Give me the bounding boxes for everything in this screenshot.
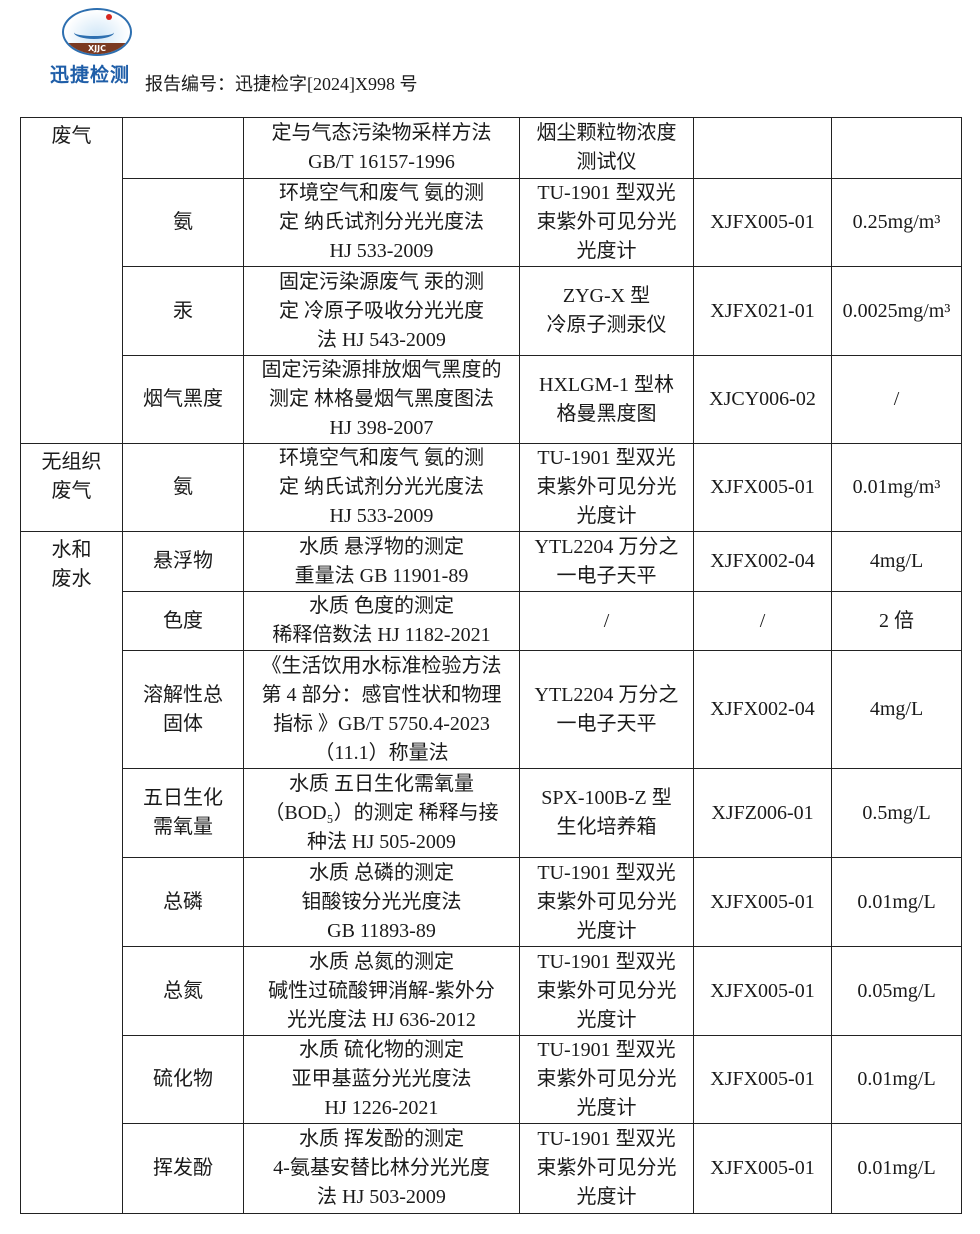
table-row: 氨环境空气和废气 氨的测 定 纳氏试剂分光光度法 HJ 533-2009 TU-1… — [21, 178, 962, 267]
item-cell: 汞 — [122, 266, 244, 356]
table-row: 总磷 水质 总磷的测定 钼酸铵分光光度法 GB 11893-89 TU-1901 型… — [21, 857, 962, 947]
instrument-id-cell: XJFX005-01 — [693, 178, 832, 267]
table-row: 五日生化 需氧量 水质 五日生化需氧量 （BOD₅）的测定 稀释与接 种法 HJ … — [21, 768, 962, 858]
table-row: 烟气黑度 固定污染源排放烟气黑度的 测定 林格曼烟气黑度图法 HJ 398-200… — [21, 355, 962, 444]
item-cell: 总氮 — [122, 946, 244, 1036]
category-cell: 废气 — [20, 117, 123, 444]
detection-limit-cell: 0.01mg/m³ — [831, 443, 962, 532]
detection-limit-cell — [831, 117, 962, 179]
method-cell: 固定污染源排放烟气黑度的 测定 林格曼烟气黑度图法 HJ 398-2007 — [243, 355, 520, 444]
instrument-id-cell — [693, 117, 832, 179]
table-row: 色度 水质 色度的测定 稀释倍数法 HJ 1182-2021//2 倍 — [21, 591, 962, 651]
table-row: 总氮 水质 总氮的测定 碱性过硫酸钾消解-紫外分 光光度法 HJ 636-2012… — [21, 946, 962, 1036]
instrument-id-cell: XJFX005-01 — [693, 946, 832, 1036]
detection-limit-cell: 0.01mg/L — [831, 1035, 962, 1124]
detection-limit-cell: 0.25mg/m³ — [831, 178, 962, 267]
detection-limit-cell: 0.0025mg/m³ — [831, 266, 962, 356]
instrument-id-cell: / — [693, 591, 832, 651]
instrument-cell: TU-1901 型双光 束紫外可见分光 光度计 — [519, 1123, 694, 1214]
table-row: 水和 废水 悬浮物 水质 悬浮物的测定 重量法 GB 11901-89 YTL2204… — [20, 531, 962, 1214]
table-row: 硫化物 水质 硫化物的测定 亚甲基蓝分光光度法 HJ 1226-2021 TU-19… — [21, 1035, 962, 1124]
instrument-cell: TU-1901 型双光 束紫外可见分光 光度计 — [519, 178, 694, 267]
item-cell: 五日生化 需氧量 — [122, 768, 244, 858]
instrument-cell: SPX-100B-Z 型 生化培养箱 — [519, 768, 694, 858]
item-cell: 烟气黑度 — [122, 355, 244, 444]
instrument-id-cell: XJFX002-04 — [693, 531, 832, 592]
method-cell: 环境空气和废气 氨的测 定 纳氏试剂分光光度法 HJ 533-2009 — [243, 443, 520, 532]
table-row: 汞固定污染源废气 汞的测 定 冷原子吸收分光光度 法 HJ 543-2009 ZY… — [21, 266, 962, 356]
instrument-cell: YTL2204 万分之 一电子天平 — [519, 531, 694, 592]
method-cell: 水质 五日生化需氧量 （BOD₅）的测定 稀释与接 种法 HJ 505-2009 — [243, 768, 520, 858]
detection-limit-cell: 0.01mg/L — [831, 857, 962, 947]
item-cell: 溶解性总 固体 — [122, 650, 244, 769]
category-cell: 水和 废水 — [20, 531, 123, 1214]
method-cell: 环境空气和废气 氨的测 定 纳氏试剂分光光度法 HJ 533-2009 — [243, 178, 520, 267]
instrument-id-cell: XJFX005-01 — [693, 1123, 832, 1214]
item-cell: 氨 — [122, 178, 244, 267]
method-cell: 水质 悬浮物的测定 重量法 GB 11901-89 — [243, 531, 520, 592]
table-row: 溶解性总 固体 《生活饮用水标准检验方法 第 4 部分：感官性状和物理 指标 》G… — [21, 650, 962, 769]
instrument-id-cell: XJFX005-01 — [693, 443, 832, 532]
instrument-cell: TU-1901 型双光 束紫外可见分光 光度计 — [519, 946, 694, 1036]
instrument-id-cell: XJFX002-04 — [693, 650, 832, 769]
instrument-id-cell: XJFX005-01 — [693, 857, 832, 947]
instrument-id-cell: XJFX021-01 — [693, 266, 832, 356]
instrument-id-cell: XJFX005-01 — [693, 1035, 832, 1124]
detection-limit-cell: 0.5mg/L — [831, 768, 962, 858]
detection-limit-cell: 4mg/L — [831, 650, 962, 769]
detection-limit-cell: 0.01mg/L — [831, 1123, 962, 1214]
detection-limit-cell: 0.05mg/L — [831, 946, 962, 1036]
item-cell: 悬浮物 — [122, 531, 244, 592]
instrument-cell: / — [519, 591, 694, 651]
report-number: 报告编号：迅捷检字[2024]X998 号 — [145, 74, 418, 94]
instrument-cell: TU-1901 型双光 束紫外可见分光 光度计 — [519, 857, 694, 947]
instrument-cell: TU-1901 型双光 束紫外可见分光 光度计 — [519, 1035, 694, 1124]
company-logo: XJJC 迅捷检测 — [50, 8, 140, 87]
item-cell: 挥发酚 — [122, 1123, 244, 1214]
instrument-cell: YTL2204 万分之 一电子天平 — [519, 650, 694, 769]
instrument-cell: HXLGM-1 型林 格曼黑度图 — [519, 355, 694, 444]
method-cell: 固定污染源废气 汞的测 定 冷原子吸收分光光度 法 HJ 543-2009 — [243, 266, 520, 356]
instrument-cell: ZYG-X 型 冷原子测汞仪 — [519, 266, 694, 356]
method-cell: 水质 挥发酚的测定 4-氨基安替比林分光光度 法 HJ 503-2009 — [243, 1123, 520, 1214]
method-cell: 水质 总磷的测定 钼酸铵分光光度法 GB 11893-89 — [243, 857, 520, 947]
test-methods-table: 废气 定与气态污染物采样方法 GB/T 16157-1996 烟尘颗粒物浓度 测试仪… — [20, 117, 962, 1214]
detection-limit-cell: / — [831, 355, 962, 444]
logo-name: 迅捷检测 — [50, 64, 131, 86]
instrument-cell: 烟尘颗粒物浓度 测试仪 — [519, 117, 694, 179]
item-cell: 氨 — [122, 443, 244, 532]
method-cell: 水质 色度的测定 稀释倍数法 HJ 1182-2021 — [243, 591, 520, 651]
method-cell: 水质 总氮的测定 碱性过硫酸钾消解-紫外分 光光度法 HJ 636-2012 — [243, 946, 520, 1036]
item-cell: 色度 — [122, 591, 244, 651]
logo-emblem: XJJC — [62, 8, 132, 56]
detection-limit-cell: 2 倍 — [831, 591, 962, 651]
method-cell: 《生活饮用水标准检验方法 第 4 部分：感官性状和物理 指标 》GB/T 575… — [243, 650, 520, 769]
table-row: 挥发酚 水质 挥发酚的测定 4-氨基安替比林分光光度 法 HJ 503-2009 T… — [21, 1123, 962, 1214]
instrument-cell: TU-1901 型双光 束紫外可见分光 光度计 — [519, 443, 694, 532]
instrument-id-cell: XJCY006-02 — [693, 355, 832, 444]
category-cell: 无组织 废气 — [20, 443, 123, 532]
table-row: 无组织 废气氨环境空气和废气 氨的测 定 纳氏试剂分光光度法 HJ 533-20… — [20, 443, 962, 532]
detection-limit-cell: 4mg/L — [831, 531, 962, 592]
method-cell: 定与气态污染物采样方法 GB/T 16157-1996 — [243, 117, 520, 179]
method-cell: 水质 硫化物的测定 亚甲基蓝分光光度法 HJ 1226-2021 — [243, 1035, 520, 1124]
instrument-id-cell: XJFZ006-01 — [693, 768, 832, 858]
table-row: 废气 定与气态污染物采样方法 GB/T 16157-1996 烟尘颗粒物浓度 测试仪 — [20, 117, 962, 444]
item-cell — [122, 117, 244, 179]
item-cell: 硫化物 — [122, 1035, 244, 1124]
item-cell: 总磷 — [122, 857, 244, 947]
